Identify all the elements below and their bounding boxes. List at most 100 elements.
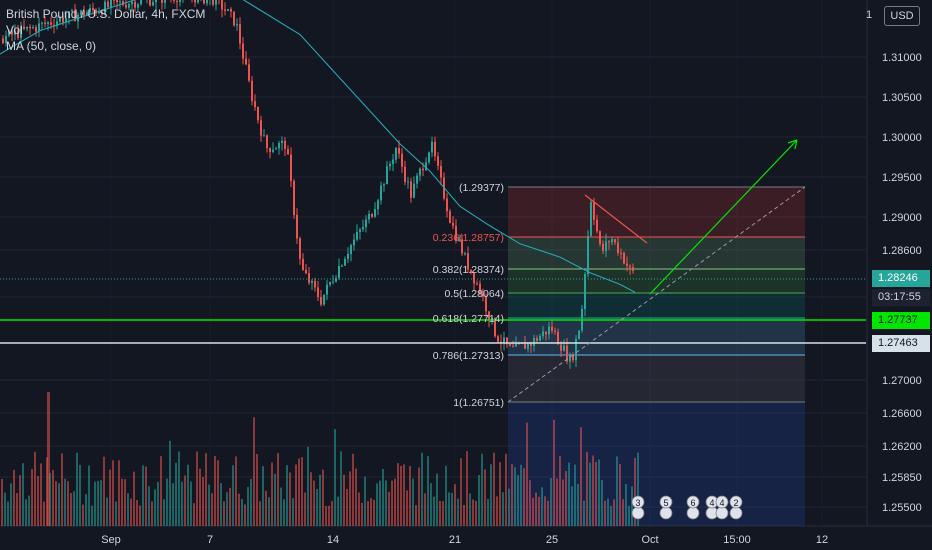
candle-body bbox=[245, 58, 247, 65]
volume-bar bbox=[358, 492, 360, 526]
volume-bar bbox=[67, 481, 69, 526]
volume-bar bbox=[346, 488, 348, 526]
volume-bar bbox=[496, 496, 498, 526]
volume-bar bbox=[397, 463, 399, 526]
fib-level-label: 0.618(1.27714) bbox=[433, 313, 504, 325]
volume-bar bbox=[97, 480, 99, 526]
event-marker-count-bg bbox=[686, 495, 700, 509]
candle-body bbox=[416, 175, 418, 184]
price-tick-label: 1.27000 bbox=[882, 375, 922, 387]
candle-body bbox=[152, 2, 154, 6]
currency-button[interactable]: USD bbox=[884, 6, 920, 26]
volume-bar bbox=[47, 392, 50, 526]
volume-bar bbox=[145, 466, 147, 526]
candle-body bbox=[149, 0, 151, 6]
volume-bar bbox=[559, 455, 561, 526]
candle-body bbox=[473, 272, 475, 284]
candle-body bbox=[311, 280, 313, 283]
volume-bar bbox=[385, 480, 387, 526]
candle-body bbox=[377, 200, 379, 210]
volume-bar bbox=[382, 469, 384, 526]
price-tick-label: 1.26200 bbox=[882, 441, 922, 453]
fib-level-labels: (1.29377) 0.236(1.28757) 0.382(1.28374) 0.5… bbox=[433, 182, 504, 409]
volume-bar bbox=[544, 496, 546, 526]
fib-level-label: 0.786(1.27313) bbox=[433, 350, 504, 362]
volume-bar bbox=[175, 462, 177, 526]
candle-body bbox=[59, 17, 61, 22]
volume-bars bbox=[1, 392, 639, 526]
volume-bar bbox=[136, 500, 138, 526]
candle-body bbox=[155, 0, 157, 3]
volume-bar bbox=[592, 455, 594, 526]
candle-body bbox=[422, 168, 424, 171]
volume-bar bbox=[106, 497, 108, 526]
candle-body bbox=[623, 252, 625, 264]
volume-bar bbox=[85, 494, 87, 526]
candle-body bbox=[299, 238, 301, 259]
price-axis[interactable]: 1.31000 1.30500 1.30000 1.29500 1.29000 1.286… bbox=[882, 52, 922, 514]
volume-bar bbox=[232, 465, 234, 526]
candle-body bbox=[14, 30, 16, 35]
candle-body bbox=[26, 26, 28, 29]
volume-bar bbox=[391, 480, 393, 526]
volume-bar bbox=[4, 492, 6, 526]
candle-body bbox=[482, 293, 484, 297]
volume-indicator-label[interactable]: Vol bbox=[6, 23, 23, 37]
candle-body bbox=[374, 209, 376, 217]
volume-bar bbox=[562, 479, 564, 526]
volume-bar bbox=[115, 501, 117, 526]
candle-body bbox=[611, 239, 613, 243]
candle-body bbox=[515, 342, 517, 347]
volume-bar bbox=[283, 499, 285, 526]
volume-bar bbox=[61, 453, 63, 526]
volume-bar bbox=[472, 499, 474, 526]
volume-bar bbox=[373, 499, 375, 526]
volume-bar bbox=[421, 452, 423, 526]
volume-bar bbox=[622, 499, 624, 526]
ma-indicator-label[interactable]: MA (50, close, 0) bbox=[6, 39, 97, 53]
time-tick-label: 12 bbox=[816, 534, 828, 546]
fib-retracement-zones bbox=[508, 186, 805, 526]
volume-bar bbox=[199, 468, 201, 526]
volume-bar bbox=[91, 505, 93, 526]
event-marker-count-bg bbox=[715, 495, 729, 509]
candle-body bbox=[560, 344, 562, 351]
candle-body bbox=[368, 213, 370, 220]
volume-bar bbox=[274, 473, 276, 526]
volume-bar bbox=[340, 451, 342, 526]
volume-bar bbox=[112, 460, 114, 526]
volume-bar bbox=[610, 505, 612, 526]
volume-bar bbox=[481, 453, 483, 526]
fib-zone bbox=[508, 269, 805, 293]
volume-bar bbox=[100, 480, 102, 526]
volume-bar bbox=[616, 456, 618, 526]
volume-bar bbox=[250, 478, 252, 526]
volume-bar bbox=[535, 492, 537, 526]
volume-bar bbox=[601, 480, 603, 526]
volume-bar bbox=[151, 501, 153, 526]
target-arrow-line bbox=[649, 139, 798, 295]
candle-body bbox=[125, 4, 127, 8]
volume-bar bbox=[265, 490, 267, 526]
time-axis[interactable]: Sep 7 14 21 25 Oct 15:00 12 bbox=[101, 534, 828, 546]
candle-body bbox=[335, 277, 337, 282]
volume-bar bbox=[178, 451, 180, 526]
candle-body bbox=[470, 269, 472, 273]
candle-body bbox=[548, 326, 550, 335]
candle-body bbox=[248, 64, 250, 81]
volume-bar bbox=[349, 471, 351, 526]
candle-body bbox=[389, 163, 391, 167]
volume-bar bbox=[394, 478, 396, 526]
candle-body bbox=[440, 165, 442, 178]
candle-body bbox=[326, 284, 328, 295]
candle-body bbox=[38, 23, 40, 32]
volume-bar bbox=[484, 469, 486, 526]
symbol-title: British Pound / U.S. Dollar, 4h, FXCM bbox=[6, 7, 206, 21]
volume-bar bbox=[82, 504, 84, 526]
volume-bar bbox=[34, 451, 36, 526]
candle-body bbox=[20, 26, 22, 38]
volume-bar bbox=[589, 462, 591, 526]
price-tick-label: 1.25500 bbox=[882, 502, 922, 514]
